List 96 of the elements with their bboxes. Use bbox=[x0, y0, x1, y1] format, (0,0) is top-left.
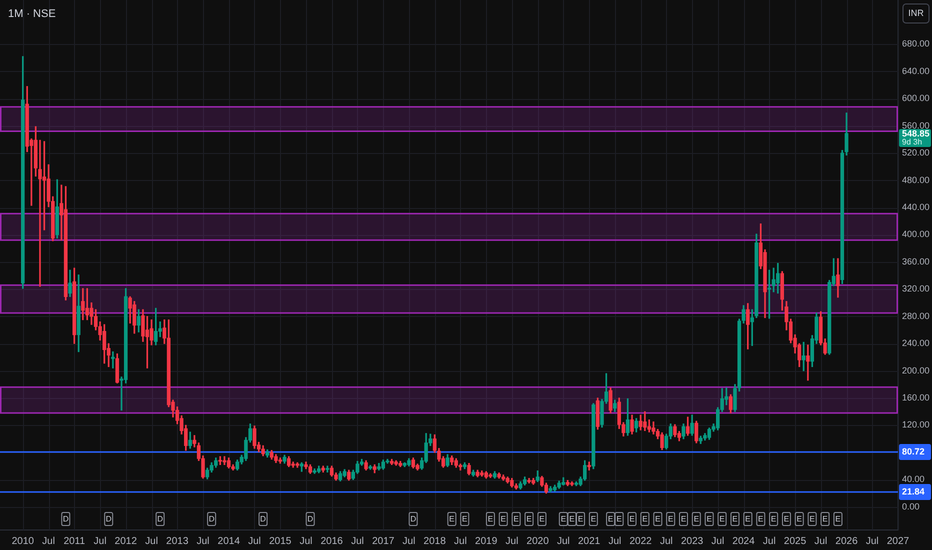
y-tick-label: 240.00 bbox=[902, 338, 930, 348]
y-tick-label: 520.00 bbox=[902, 148, 930, 158]
ref-line-label: 80.72 bbox=[902, 446, 925, 456]
y-tick-label: 360.00 bbox=[902, 256, 930, 266]
annotation: E bbox=[560, 514, 566, 524]
annotation: D bbox=[307, 514, 314, 524]
x-tick-label: 2018 bbox=[424, 536, 446, 547]
annotation: E bbox=[694, 514, 700, 524]
x-tick-label: 2026 bbox=[835, 536, 858, 547]
y-tick-label: 560.00 bbox=[902, 120, 930, 130]
annotation: E bbox=[835, 514, 841, 524]
x-tick-label: 2023 bbox=[680, 536, 704, 547]
annotation: E bbox=[668, 514, 674, 524]
x-tick-label: Jul bbox=[42, 536, 55, 547]
x-tick-label: 2011 bbox=[64, 536, 86, 547]
x-tick-label: 2019 bbox=[475, 536, 498, 547]
annotation: D bbox=[157, 514, 164, 524]
y-tick-label: 680.00 bbox=[902, 38, 930, 49]
y-tick-label: 320.00 bbox=[902, 284, 930, 294]
annotation: E bbox=[732, 514, 738, 524]
x-tick-label: Jul bbox=[248, 536, 261, 547]
y-tick-label: 600.00 bbox=[902, 93, 930, 104]
x-tick-label: 2016 bbox=[320, 536, 344, 547]
annotation: E bbox=[655, 514, 660, 524]
annotation: E bbox=[500, 514, 506, 524]
x-tick-label: Jul bbox=[351, 536, 364, 547]
annotation: E bbox=[642, 514, 648, 524]
annotation: D bbox=[410, 514, 416, 524]
annotation: E bbox=[758, 514, 764, 524]
candlestick bbox=[222, 456, 226, 466]
y-tick-label: 640.00 bbox=[902, 66, 930, 76]
x-tick-label: Jul bbox=[608, 536, 622, 547]
y-tick-label: 480.00 bbox=[902, 174, 930, 185]
annotation: E bbox=[462, 514, 468, 524]
annotation: E bbox=[539, 514, 545, 524]
x-tick-label: Jul bbox=[300, 536, 312, 547]
annotation: E bbox=[449, 514, 455, 524]
annotation: E bbox=[770, 514, 776, 524]
y-tick-label: 160.00 bbox=[902, 392, 930, 402]
ref-line-label: 21.84 bbox=[902, 486, 925, 496]
x-tick-label: 2015 bbox=[269, 536, 292, 547]
x-tick-label: Jul bbox=[196, 536, 210, 547]
x-tick-label: 2022 bbox=[629, 536, 652, 547]
y-tick-label: 0.00 bbox=[902, 501, 920, 512]
x-tick-label: Jul bbox=[660, 536, 673, 547]
annotation: E bbox=[608, 514, 614, 524]
annotation: E bbox=[488, 514, 494, 524]
y-tick-label: 40.00 bbox=[902, 474, 925, 484]
text: 1M · NSE bbox=[8, 8, 56, 20]
x-tick-label: 2027 bbox=[886, 536, 910, 547]
x-tick-label: 2010 bbox=[12, 536, 34, 547]
x-tick-label: 2024 bbox=[732, 536, 756, 547]
annotation: D bbox=[208, 514, 215, 524]
text: 548.85 9d 3h bbox=[902, 128, 930, 147]
x-tick-label: Jul bbox=[145, 536, 158, 547]
x-tick-label: 2014 bbox=[218, 536, 240, 547]
annotation: E bbox=[616, 514, 622, 524]
x-tick-label: 2020 bbox=[526, 536, 550, 547]
annotation: D bbox=[260, 514, 266, 524]
y-tick-label: 440.00 bbox=[902, 202, 930, 212]
y-axis-title: INR bbox=[908, 8, 924, 18]
x-tick-label: 2017 bbox=[372, 536, 395, 547]
annotation: D bbox=[106, 514, 112, 524]
x-tick-label: Jul bbox=[94, 536, 106, 547]
annotation: E bbox=[745, 514, 751, 524]
annotation: E bbox=[680, 514, 686, 524]
annotation: E bbox=[578, 514, 584, 524]
annotation: E bbox=[784, 514, 790, 524]
x-tick-label: Jul bbox=[711, 536, 724, 547]
y-tick-label: 200.00 bbox=[902, 365, 930, 376]
annotation: E bbox=[526, 514, 532, 524]
x-tick-label: 2012 bbox=[114, 536, 138, 547]
x-tick-label: 2021 bbox=[578, 536, 601, 547]
x-tick-label: 2025 bbox=[784, 536, 807, 547]
annotation: E bbox=[822, 514, 828, 524]
x-tick-label: Jul bbox=[814, 536, 828, 547]
x-tick-label: Jul bbox=[762, 536, 776, 547]
annotation: E bbox=[719, 514, 725, 524]
y-tick-label: 280.00 bbox=[902, 310, 930, 321]
annotation: E bbox=[706, 514, 712, 524]
annotation: D bbox=[62, 514, 69, 524]
annotation: E bbox=[810, 514, 815, 524]
annotation: E bbox=[796, 514, 802, 524]
y-tick-label: 400.00 bbox=[902, 229, 930, 240]
x-tick-label: Jul bbox=[454, 536, 467, 547]
x-tick-label: Jul bbox=[866, 536, 879, 547]
annotation: E bbox=[569, 514, 575, 524]
x-tick-label: 2013 bbox=[166, 536, 189, 547]
x-tick-label: Jul bbox=[556, 536, 570, 547]
y-tick-label: 120.00 bbox=[902, 420, 930, 430]
x-tick-label: Jul bbox=[506, 536, 518, 547]
candlestick bbox=[111, 351, 115, 368]
x-tick-label: Jul bbox=[402, 536, 416, 547]
annotation: E bbox=[629, 514, 635, 524]
annotation: E bbox=[590, 514, 596, 524]
annotation: E bbox=[514, 514, 519, 524]
